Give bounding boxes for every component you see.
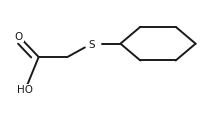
Text: HO: HO — [17, 85, 33, 95]
Text: O: O — [15, 32, 23, 42]
Text: S: S — [88, 39, 95, 49]
